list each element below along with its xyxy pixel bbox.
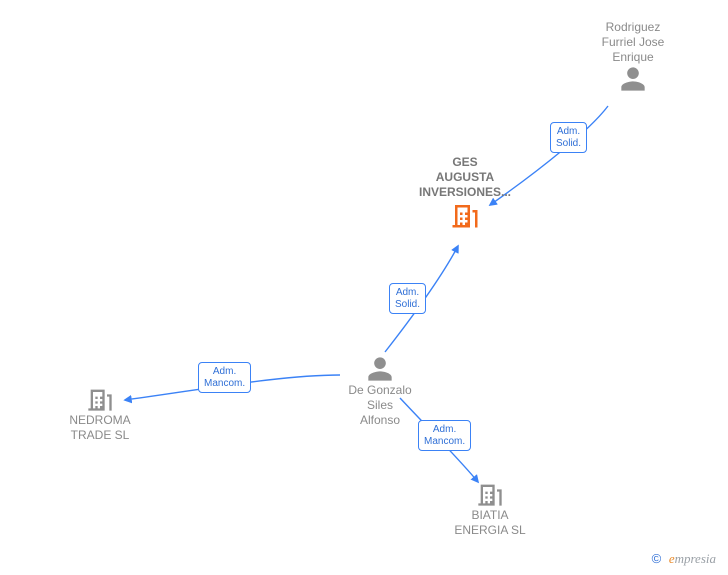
- building-icon: [440, 480, 540, 508]
- node-label: GES AUGUSTA INVERSIONES...: [405, 155, 525, 200]
- copyright-symbol: ©: [652, 551, 662, 566]
- building-icon: [55, 385, 145, 413]
- building-icon: [405, 200, 525, 230]
- person-icon: [335, 355, 425, 383]
- edge-label-degonzalo-nedroma: Adm. Mancom.: [198, 362, 251, 393]
- edge-label-rodriguez-ges: Adm. Solid.: [550, 122, 587, 153]
- diagram-canvas: Rodriguez Furriel Jose Enrique GES AUGUS…: [0, 0, 728, 575]
- node-degonzalo[interactable]: De Gonzalo Siles Alfonso: [335, 355, 425, 428]
- edge-label-degonzalo-ges: Adm. Solid.: [389, 283, 426, 314]
- node-label: BIATIA ENERGIA SL: [440, 508, 540, 538]
- brand-rest: mpresia: [675, 551, 716, 566]
- node-ges-augusta[interactable]: GES AUGUSTA INVERSIONES...: [405, 155, 525, 230]
- edge-label-degonzalo-biatia: Adm. Mancom.: [418, 420, 471, 451]
- node-label: Rodriguez Furriel Jose Enrique: [588, 20, 678, 65]
- node-rodriguez[interactable]: Rodriguez Furriel Jose Enrique: [588, 20, 678, 93]
- node-label: NEDROMA TRADE SL: [55, 413, 145, 443]
- node-nedroma[interactable]: NEDROMA TRADE SL: [55, 385, 145, 443]
- node-biatia[interactable]: BIATIA ENERGIA SL: [440, 480, 540, 538]
- node-label: De Gonzalo Siles Alfonso: [335, 383, 425, 428]
- person-icon: [588, 65, 678, 93]
- watermark: © empresia: [652, 551, 716, 567]
